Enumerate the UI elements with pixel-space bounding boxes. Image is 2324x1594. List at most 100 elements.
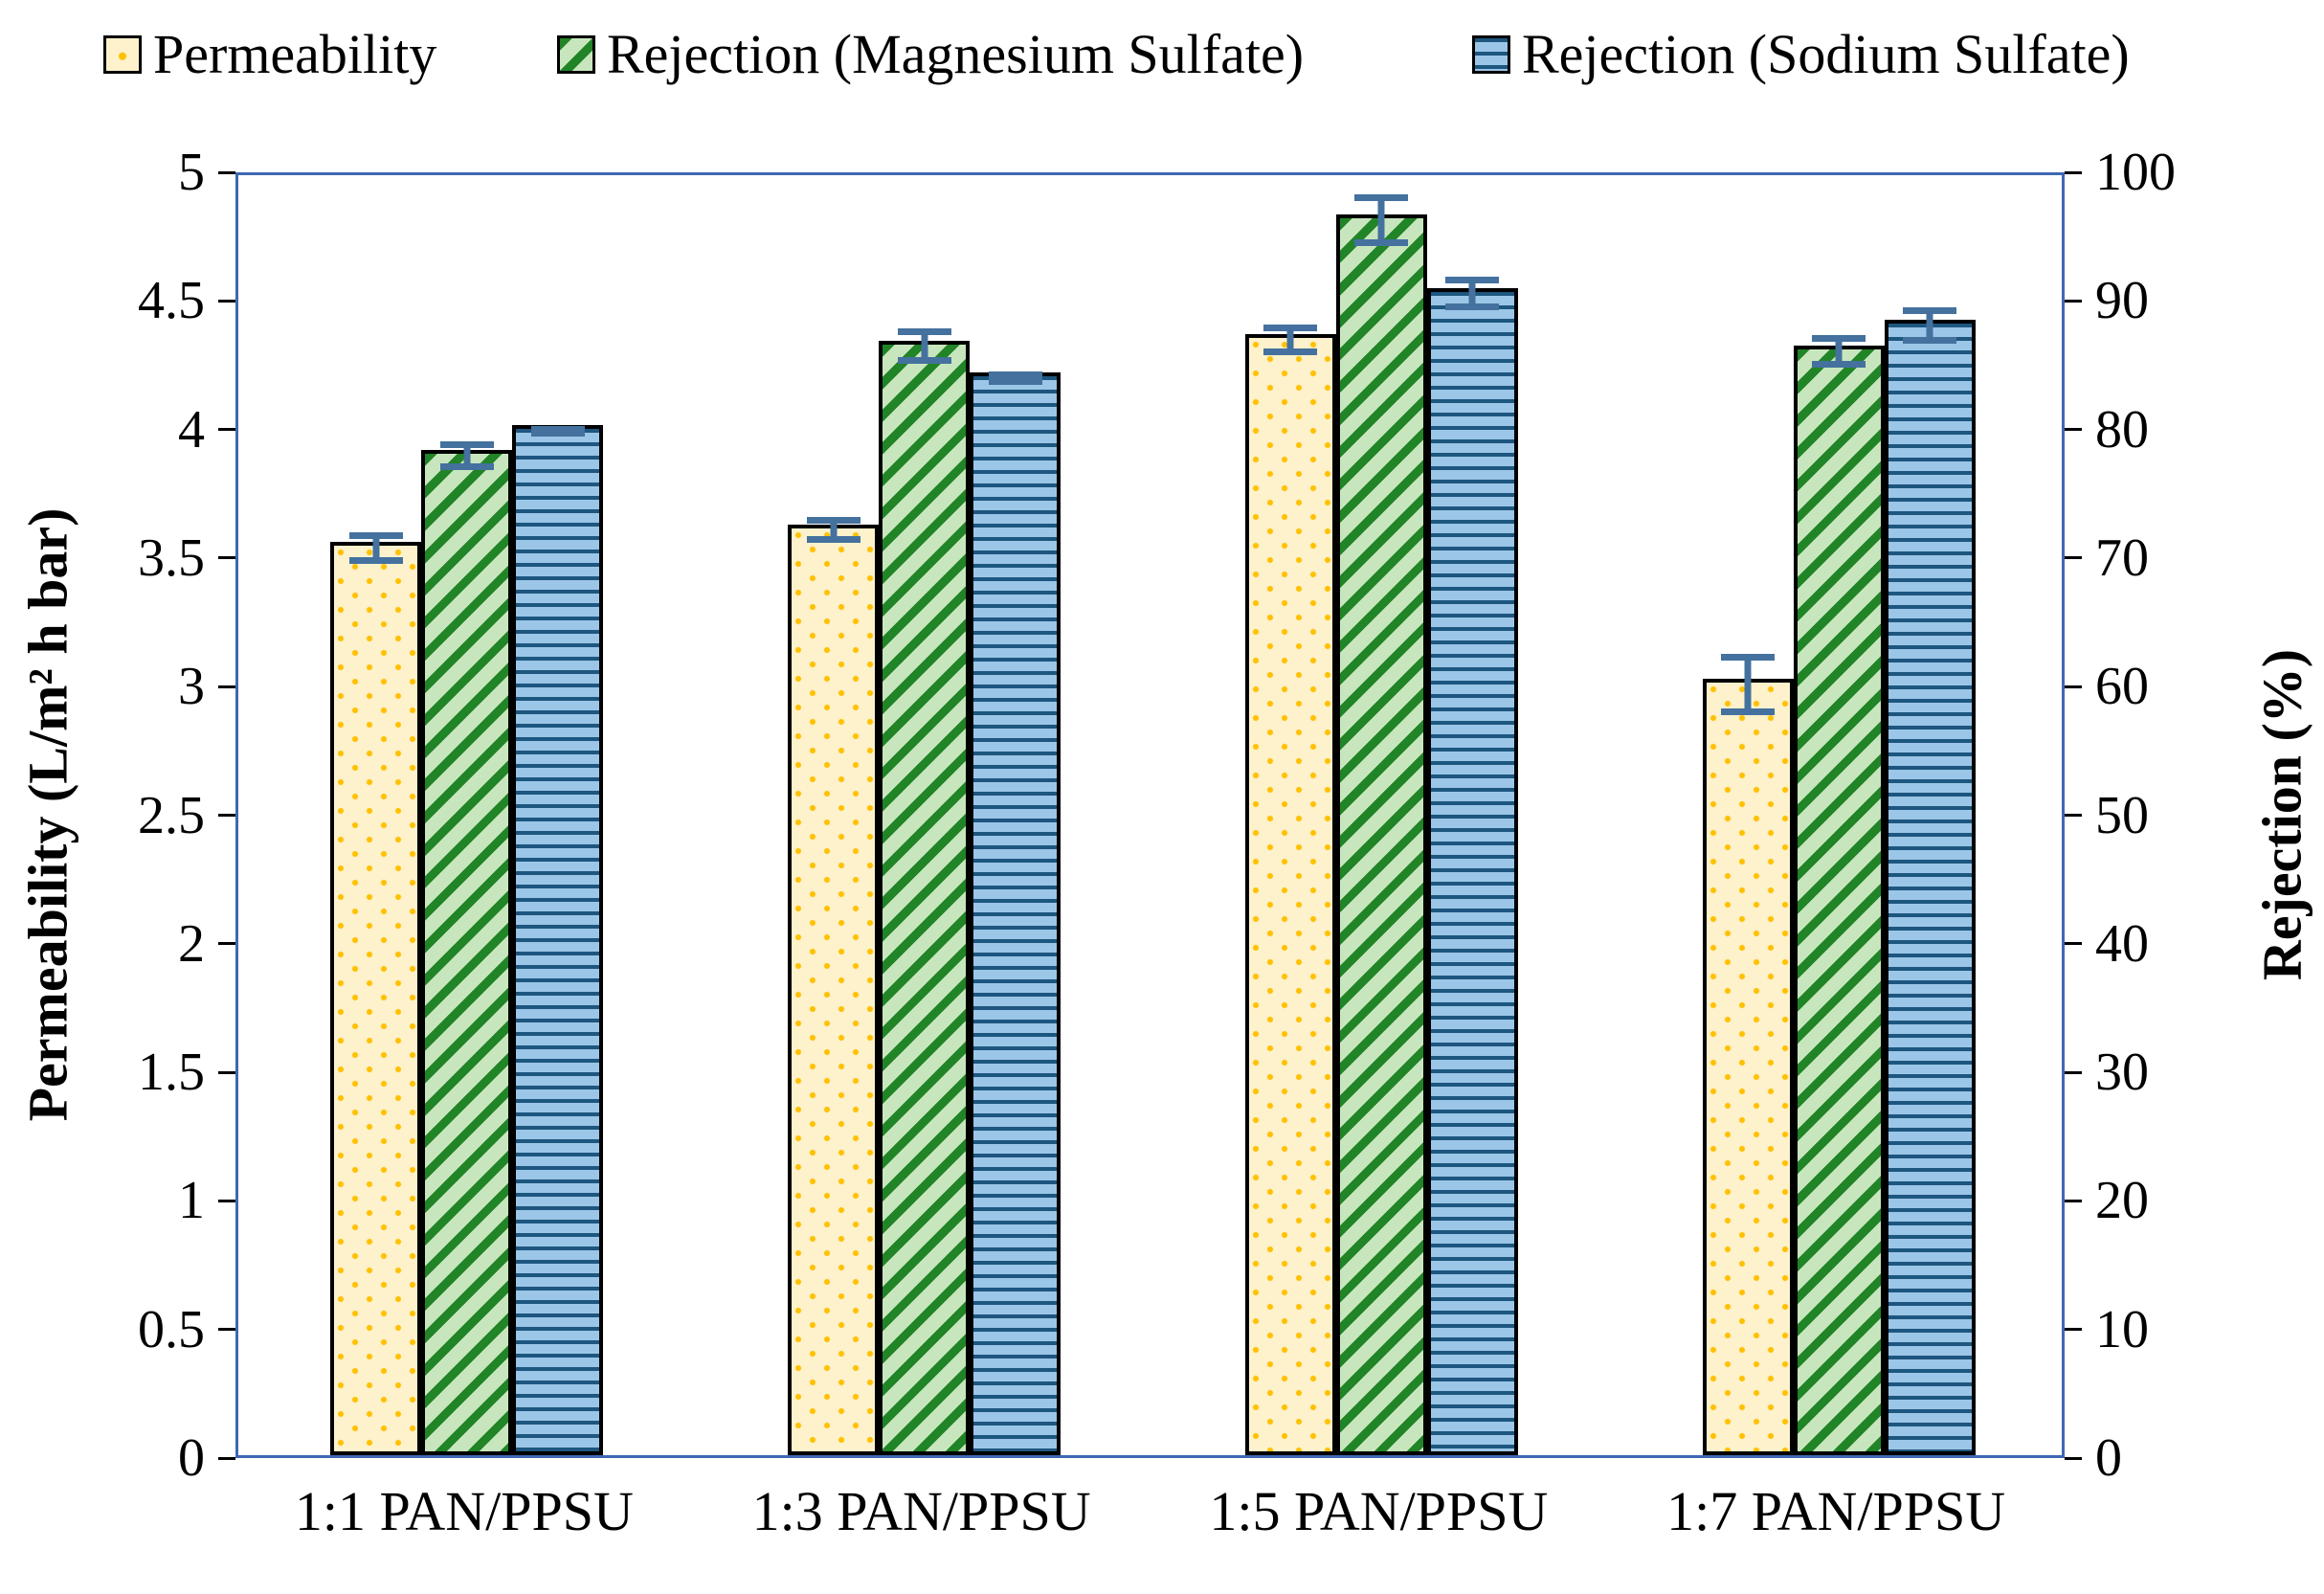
error-bar-bottom-cap: [1903, 336, 1957, 344]
right-axis-tick: [2065, 814, 2082, 817]
bar-mgso4: [1793, 346, 1885, 1455]
right-axis-tick-label: 100: [2095, 143, 2176, 202]
right-axis-tick-label: 30: [2095, 1043, 2149, 1103]
right-axis-tick-label: 0: [2095, 1428, 2122, 1488]
left-axis-tick: [218, 299, 235, 303]
error-bar: [988, 371, 1042, 385]
left-axis-tick-label: 0.5: [138, 1299, 205, 1359]
error-bar-bottom-cap: [1445, 303, 1500, 310]
legend-swatch-mgso4: [557, 35, 595, 74]
error-bar: [1445, 277, 1500, 310]
left-axis-tick: [218, 1070, 235, 1074]
error-bar-stem: [1926, 307, 1933, 344]
error-bar-stem: [372, 532, 380, 564]
bar-mgso4: [1335, 214, 1427, 1455]
right-axis-tick: [2065, 170, 2082, 174]
error-bar-stem: [1835, 334, 1843, 369]
error-bar-stem: [830, 517, 838, 544]
error-bar-stem: [921, 327, 928, 365]
error-bar-stem: [1286, 324, 1294, 355]
legend-item-na2so4: Rejection (Sodium Sulfate): [1472, 25, 2130, 84]
error-bar-bottom-cap: [1263, 348, 1318, 355]
left-axis-tick-label: 2.5: [138, 785, 205, 845]
legend-label: Permeability: [153, 23, 437, 85]
legend-label: Rejection (Magnesium Sulfate): [607, 23, 1305, 85]
right-axis-tick: [2065, 299, 2082, 303]
right-axis-tick-label: 60: [2095, 657, 2149, 717]
error-bar: [806, 517, 860, 544]
bar-permeability: [788, 524, 880, 1455]
error-bar-stem: [1744, 653, 1752, 716]
right-axis-tick-label: 70: [2095, 528, 2149, 588]
legend-label: Rejection (Sodium Sulfate): [1522, 23, 2130, 85]
left-axis-tick-label: 4.5: [138, 271, 205, 331]
error-bar: [1903, 307, 1957, 344]
left-axis-tick: [218, 1199, 235, 1202]
left-axis-tick-label: 1: [178, 1171, 205, 1231]
left-axis-tick-label: 5: [178, 143, 205, 202]
left-axis-tick: [218, 1456, 235, 1460]
bar-na2so4: [970, 372, 1061, 1455]
category-label: 1:3 PAN/PPSU: [751, 1480, 1091, 1542]
error-bar-bottom-cap: [1812, 361, 1866, 369]
right-axis-tick-label: 90: [2095, 271, 2149, 331]
legend-swatch-permeability: [103, 35, 142, 74]
error-bar: [1721, 653, 1776, 716]
error-bar-stem: [1377, 194, 1385, 246]
legend-item-mgso4: Rejection (Magnesium Sulfate): [557, 25, 1304, 84]
right-axis-tick-label: 80: [2095, 399, 2149, 460]
left-axis-tick: [218, 556, 235, 560]
right-axis-tick-label: 40: [2095, 913, 2149, 974]
left-axis-tick-label: 2: [178, 913, 205, 974]
error-bar-stem: [463, 441, 471, 470]
left-axis-tick: [218, 814, 235, 817]
error-bar: [1354, 194, 1409, 246]
right-axis-tick-label: 50: [2095, 785, 2149, 845]
left-axis-tick-label: 3.5: [138, 528, 205, 588]
error-bar: [348, 532, 403, 564]
right-axis-tick: [2065, 685, 2082, 688]
right-axis-tick: [2065, 1199, 2082, 1202]
bar-permeability: [330, 542, 422, 1455]
bar-permeability: [1244, 333, 1336, 1455]
bar-na2so4: [512, 425, 604, 1455]
bar-mgso4: [421, 449, 513, 1455]
bar-permeability: [1702, 678, 1794, 1455]
left-axis-tick-label: 0: [178, 1428, 205, 1488]
bar-na2so4: [1426, 287, 1518, 1455]
category-label: 1:7 PAN/PPSU: [1666, 1480, 2006, 1542]
right-axis-tick-label: 20: [2095, 1171, 2149, 1231]
left-axis-tick: [218, 685, 235, 688]
error-bar: [897, 327, 951, 365]
plot-area: [235, 172, 2065, 1458]
legend-swatch-na2so4: [1472, 35, 1510, 74]
bar-na2so4: [1884, 320, 1976, 1455]
left-axis-tick: [218, 1328, 235, 1332]
right-axis-tick: [2065, 428, 2082, 432]
right-axis-tick: [2065, 556, 2082, 560]
right-axis-tick-label: 10: [2095, 1299, 2149, 1359]
left-axis-tick: [218, 428, 235, 432]
left-axis-tick-label: 3: [178, 657, 205, 717]
error-bar: [530, 425, 585, 437]
left-axis-tick: [218, 170, 235, 174]
error-bar-bottom-cap: [1354, 238, 1409, 246]
right-axis-tick: [2065, 1328, 2082, 1332]
error-bar: [1263, 324, 1318, 355]
error-bar-stem: [1468, 277, 1476, 310]
left-axis-tick-label: 1.5: [138, 1043, 205, 1103]
bar-mgso4: [879, 340, 971, 1455]
error-bar-bottom-cap: [348, 556, 403, 564]
error-bar: [439, 441, 494, 470]
error-bar: [1812, 334, 1866, 369]
right-axis-tick: [2065, 1456, 2082, 1460]
right-axis-tick: [2065, 1070, 2082, 1074]
legend-item-permeability: Permeability: [103, 25, 436, 84]
right-axis-title: Rejection (%): [2250, 648, 2313, 981]
left-axis-tick-label: 4: [178, 399, 205, 460]
left-axis-title: Permeability (L/m² h bar): [16, 507, 79, 1122]
error-bar-bottom-cap: [897, 357, 951, 365]
left-axis-tick: [218, 942, 235, 946]
category-label: 1:5 PAN/PPSU: [1209, 1480, 1549, 1542]
